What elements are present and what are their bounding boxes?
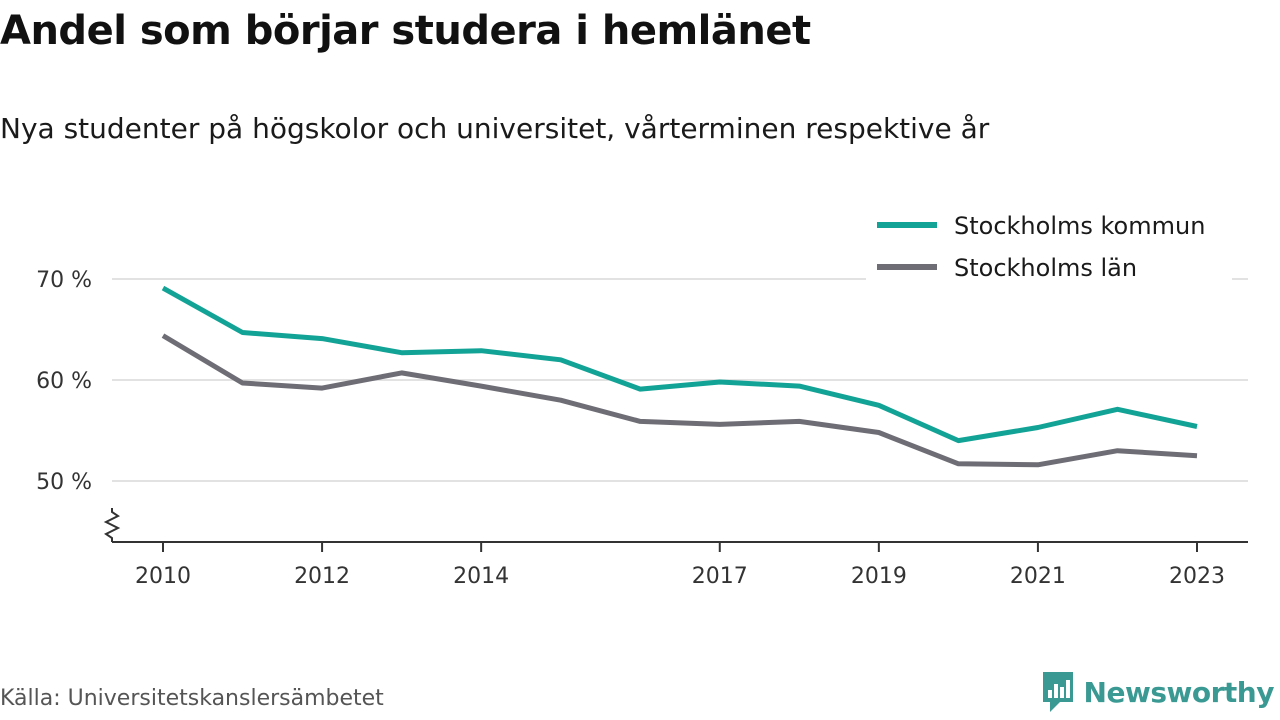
brand-name: Newsworthy <box>1083 675 1275 709</box>
x-tick-label: 2014 <box>453 564 509 589</box>
line-chart: 50 % 60 % 70 % 2010 2012 2014 2017 2019 2021 2023… <box>36 206 1248 589</box>
series-line-0 <box>161 285 1198 444</box>
x-tick-label: 2019 <box>851 564 907 589</box>
y-tick-label: 50 % <box>36 470 92 495</box>
x-tick-label: 2017 <box>692 564 748 589</box>
x-tick-label: 2021 <box>1010 564 1066 589</box>
x-tick-label: 2023 <box>1169 564 1225 589</box>
chart-title: Andel som börjar studera i hemlänet <box>0 8 811 54</box>
newsworthy-logo-icon <box>1042 672 1073 712</box>
series-line-1 <box>161 333 1198 468</box>
y-tick-label: 70 % <box>36 268 92 293</box>
x-tick-label: 2012 <box>294 564 350 589</box>
legend-background <box>866 206 1232 286</box>
chart-subtitle: Nya studenter på högskolor och universit… <box>0 112 990 145</box>
brand-logo: Newsworthy <box>1040 670 1275 714</box>
x-tick-label: 2010 <box>135 564 191 589</box>
legend-label-0: Stockholms kommun <box>954 212 1205 240</box>
axis-break-icon <box>103 508 121 542</box>
legend-label-1: Stockholms län <box>954 254 1137 282</box>
source-note: Källa: Universitetskanslersämbetet <box>0 686 384 711</box>
y-tick-label: 60 % <box>36 369 92 394</box>
